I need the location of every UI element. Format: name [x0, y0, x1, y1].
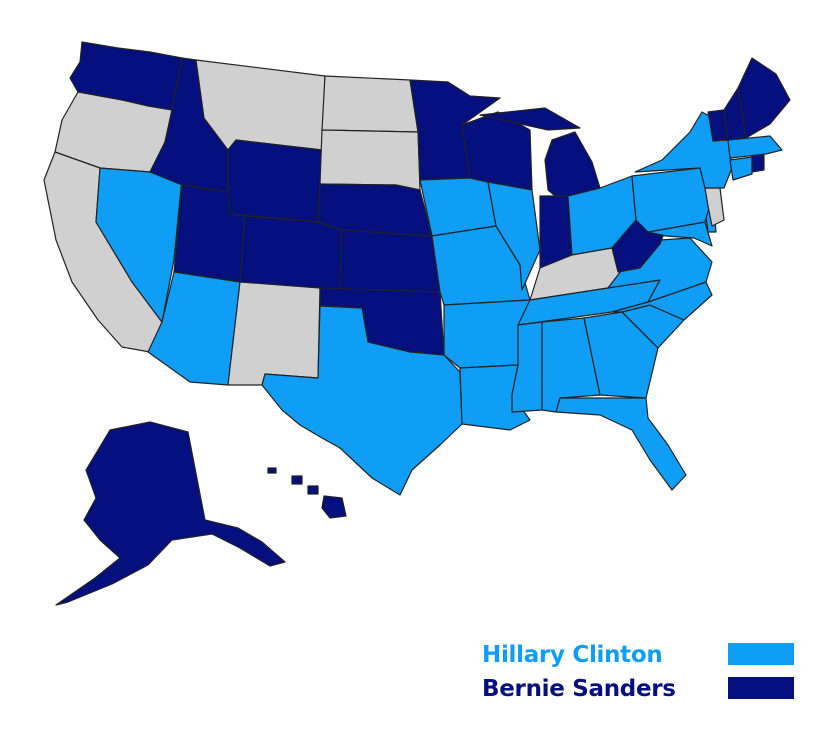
legend-label-clinton: Hillary Clinton [482, 642, 663, 668]
state-KS [339, 229, 441, 293]
legend-label-sanders: Bernie Sanders [482, 676, 676, 702]
state-AK [55, 421, 286, 606]
state-RI [751, 154, 765, 173]
state-GA [583, 311, 659, 399]
state-CT [729, 156, 753, 181]
legend-swatch-sanders [728, 677, 794, 699]
map-legend: Hillary Clinton Bernie Sanders [482, 640, 802, 708]
state-FL [555, 397, 687, 491]
state-SD [319, 129, 421, 191]
state-ME [737, 57, 791, 139]
state-HI [267, 467, 347, 519]
state-NE [317, 183, 433, 237]
state-MA [727, 135, 783, 159]
state-AR [443, 299, 531, 369]
legend-item-sanders: Bernie Sanders [482, 674, 802, 708]
state-NM [227, 281, 321, 386]
state-WY [227, 139, 323, 223]
state-CO [239, 215, 343, 291]
state-IL [487, 181, 541, 291]
legend-item-clinton: Hillary Clinton [482, 640, 802, 674]
state-TX [261, 305, 463, 496]
state-PA [631, 167, 713, 233]
state-ND [321, 75, 419, 133]
legend-swatch-clinton [728, 643, 794, 665]
